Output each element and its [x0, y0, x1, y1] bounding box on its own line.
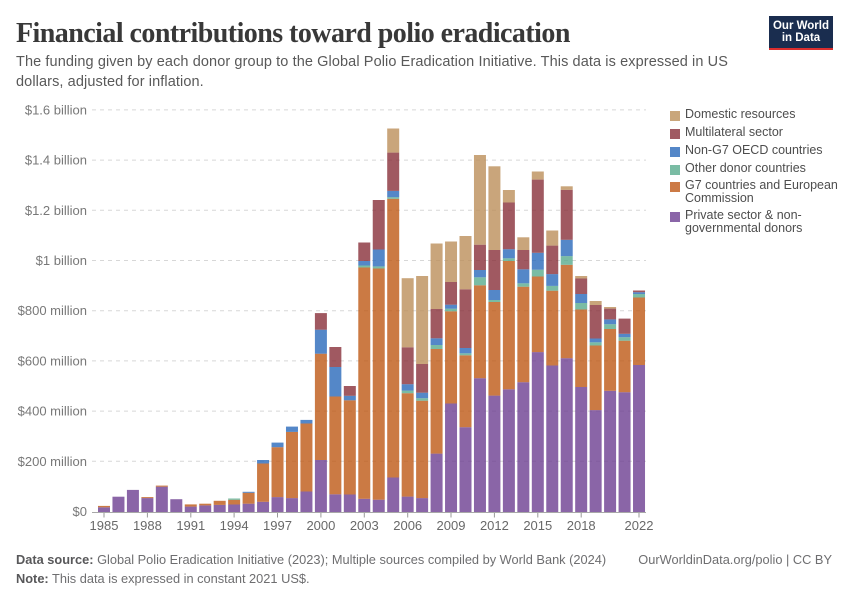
svg-text:2012: 2012 [480, 518, 509, 533]
svg-text:$400 million: $400 million [18, 404, 87, 419]
svg-text:2022: 2022 [625, 518, 654, 533]
svg-text:1991: 1991 [176, 518, 205, 533]
svg-text:$1 billion: $1 billion [36, 253, 87, 268]
svg-text:$1.6 billion: $1.6 billion [25, 102, 87, 117]
svg-text:1997: 1997 [263, 518, 292, 533]
svg-text:$1.2 billion: $1.2 billion [25, 203, 87, 218]
svg-text:2018: 2018 [567, 518, 596, 533]
svg-text:1985: 1985 [90, 518, 119, 533]
svg-text:$800 million: $800 million [18, 303, 87, 318]
svg-text:2009: 2009 [437, 518, 466, 533]
svg-text:2000: 2000 [306, 518, 335, 533]
svg-text:2006: 2006 [393, 518, 422, 533]
svg-text:1994: 1994 [220, 518, 249, 533]
svg-text:2003: 2003 [350, 518, 379, 533]
svg-text:2015: 2015 [523, 518, 552, 533]
svg-text:1988: 1988 [133, 518, 162, 533]
svg-text:$1.4 billion: $1.4 billion [25, 153, 87, 168]
svg-text:$0: $0 [73, 504, 87, 519]
svg-text:$600 million: $600 million [18, 353, 87, 368]
svg-text:$200 million: $200 million [18, 454, 87, 469]
